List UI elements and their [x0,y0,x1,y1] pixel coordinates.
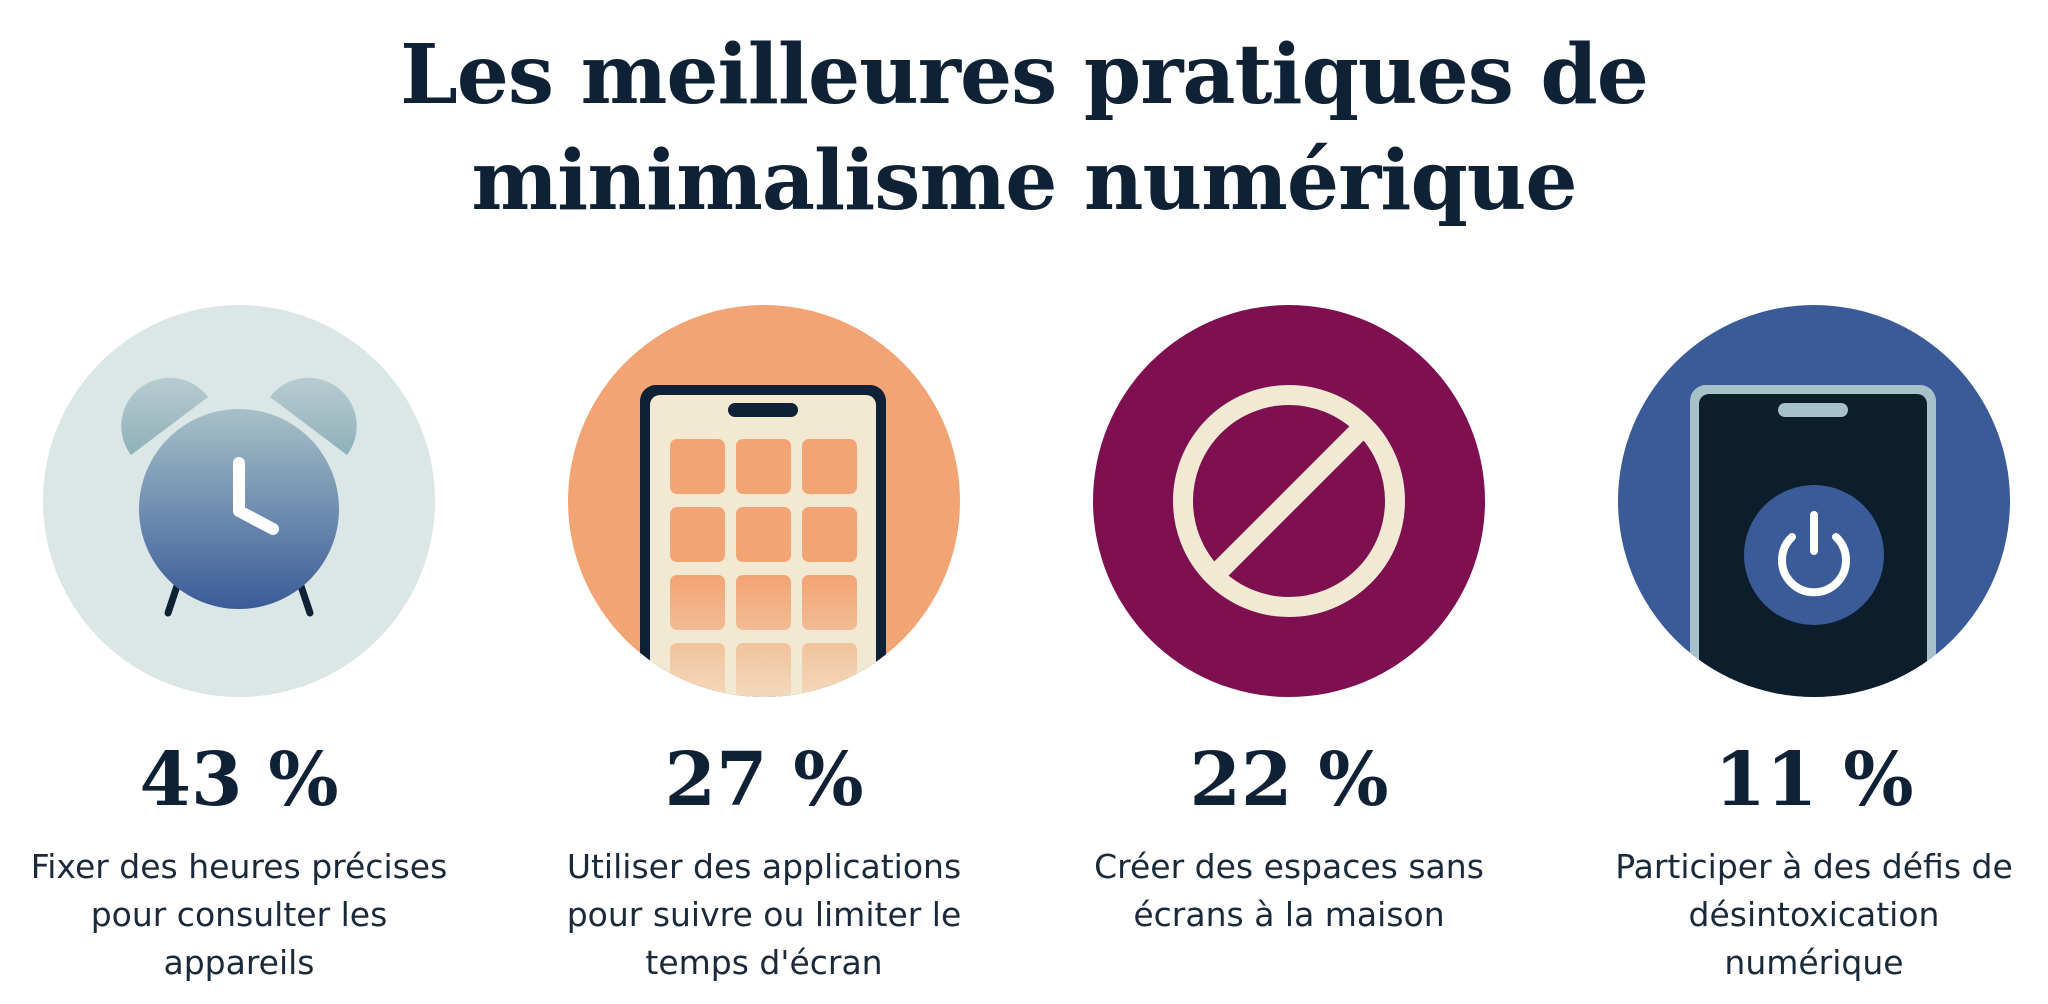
page-title: Les meilleures pratiques de minimalisme … [0,22,2048,234]
title-line-2: minimalisme numérique [471,133,1577,229]
stat-value-1: 43 % [139,737,339,823]
alarm-clock-icon [43,305,435,697]
stat-label-3: Créer des espaces sans écrans à la maiso… [1094,847,1484,934]
stat-card-1: 43 % Fixer des heures précises pour cons… [0,305,489,987]
stat-value-3: 22 % [1189,737,1389,823]
stat-card-4: 11 % Participer à des défis de désintoxi… [1564,305,2048,987]
phone-power-icon [1618,305,2010,697]
phone-apps-icon [568,305,960,697]
stat-label-2: Utiliser des applications pour suivre ou… [566,847,962,982]
stat-card-3: 22 % Créer des espaces sans écrans à la … [1039,305,1539,939]
stat-value-4: 11 % [1714,737,1914,823]
prohibited-icon [1093,305,1485,697]
stat-card-2: 27 % Utiliser des applications pour suiv… [514,305,1014,987]
stat-label-4: Participer à des défis de désintoxicatio… [1615,847,2013,982]
stat-value-2: 27 % [664,737,864,823]
stat-label-1: Fixer des heures précises pour consulter… [30,847,448,982]
title-line-1: Les meilleures pratiques de [400,27,1649,123]
